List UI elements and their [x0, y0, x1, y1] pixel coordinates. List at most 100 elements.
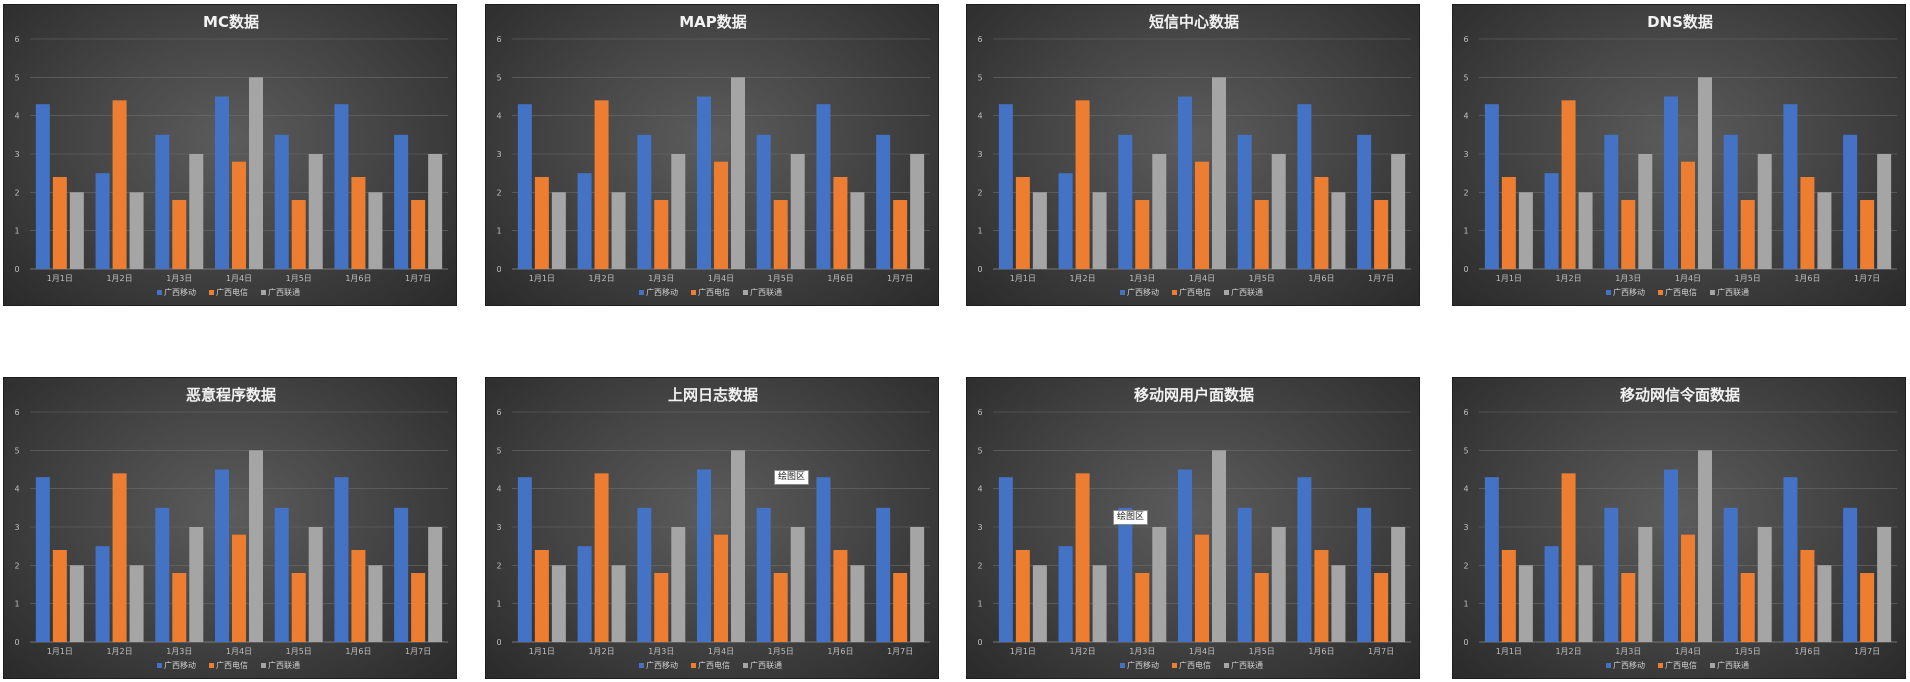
- bar: [249, 450, 263, 642]
- bar: [428, 527, 443, 642]
- bar: [129, 192, 144, 269]
- x-tick-label: 1月7日: [1368, 647, 1394, 656]
- bar: [731, 450, 745, 642]
- x-tick-label: 1月5日: [286, 647, 312, 656]
- y-tick-label: 2: [977, 188, 982, 197]
- bar-chart[interactable]: 短信中心数据 0 1 2 3 4 5 6 1月1日 1月2日 1月3日 1月4日 1月5日 1月6日 1月7…: [966, 4, 1420, 306]
- bar: [1518, 192, 1533, 269]
- bar: [1178, 469, 1192, 642]
- chart-title: MC数据: [203, 13, 259, 31]
- chart-title: 移动网信令面数据: [1620, 386, 1740, 404]
- bar: [232, 161, 246, 269]
- bar: [1501, 177, 1516, 269]
- bar: [1664, 96, 1678, 269]
- x-tick-label: 1月1日: [1496, 647, 1522, 656]
- bar: [1297, 477, 1312, 642]
- legend-label: 广西移动: [1613, 660, 1645, 670]
- legend-label: 广西联通: [750, 660, 782, 670]
- bar: [172, 200, 187, 269]
- bar: [334, 104, 349, 270]
- y-tick-label: 2: [1463, 561, 1468, 570]
- y-tick-label: 2: [496, 188, 501, 197]
- legend-label: 广西联通: [1231, 660, 1263, 670]
- y-tick-label: 2: [977, 561, 982, 570]
- bar: [1638, 154, 1653, 269]
- bar: [35, 104, 50, 270]
- y-tick-label: 6: [977, 408, 982, 417]
- bar: [577, 173, 592, 269]
- bar: [1314, 550, 1329, 642]
- chart-title: 移动网用户面数据: [1134, 386, 1254, 404]
- bar-chart[interactable]: 恶意程序数据 0 1 2 3 4 5 6 1月1日 1月2日 1月3日 1月4日 1月5日 1月6日 1月7…: [3, 377, 457, 679]
- bar: [1800, 177, 1815, 269]
- bar: [1578, 565, 1593, 642]
- bar: [1817, 192, 1832, 269]
- bar: [1604, 507, 1619, 642]
- bar: [1092, 565, 1107, 642]
- y-tick-label: 3: [1463, 150, 1468, 159]
- bar: [1698, 450, 1712, 642]
- plot-area-tooltip: 绘图区: [774, 470, 810, 485]
- bar: [850, 192, 865, 269]
- bar: [112, 473, 127, 642]
- bar: [411, 573, 426, 642]
- bar: [1843, 134, 1858, 269]
- bar-chart[interactable]: MAP数据 0 1 2 3 4 5 6 1月1日 1月2日 1月3日 1月4日 1月5日 1月6日 1月7日…: [485, 4, 939, 306]
- legend-label: 广西电信: [1665, 287, 1697, 297]
- bar: [334, 477, 349, 642]
- legend-label: 广西移动: [1127, 287, 1159, 297]
- y-tick-label: 3: [496, 523, 501, 532]
- bar: [69, 192, 84, 269]
- y-tick-label: 6: [496, 408, 501, 417]
- x-tick-label: 1月2日: [106, 647, 132, 656]
- x-tick-label: 1月4日: [1675, 274, 1701, 283]
- legend-label: 广西联通: [268, 287, 300, 297]
- bar-chart[interactable]: 移动网用户面数据 0 1 2 3 4 5 6 1月1日 1月2日 1月3日 1月4日 1月5日 1月6日 1…: [966, 377, 1420, 679]
- legend-swatch: [1658, 663, 1663, 668]
- bar-chart[interactable]: 上网日志数据 0 1 2 3 4 5 6 1月1日 1月2日 1月3日 1月4日 1月5日 1月6日 1月7…: [485, 377, 939, 679]
- chart-svg: DNS数据 0 1 2 3 4 5 6 1月1日 1月2日 1月3日 1月4日 1月5日 1月6日 1月7日…: [1463, 13, 1897, 297]
- x-tick-label: 1月5日: [768, 274, 794, 283]
- x-tick-label: 1月7日: [405, 647, 431, 656]
- bar-chart[interactable]: 移动网信令面数据 0 1 2 3 4 5 6 1月1日 1月2日 1月3日 1月4日 1月5日 1月6日 1…: [1452, 377, 1906, 679]
- legend-label: 广西电信: [216, 287, 248, 297]
- bar: [351, 550, 366, 642]
- bar: [1860, 573, 1875, 642]
- bar: [1357, 134, 1372, 269]
- bar: [215, 96, 229, 269]
- bar: [1723, 507, 1738, 642]
- bar: [534, 177, 549, 269]
- bar: [714, 534, 728, 642]
- bar: [1860, 200, 1875, 269]
- y-tick-label: 5: [496, 446, 501, 455]
- bar: [671, 154, 686, 269]
- x-tick-label: 1月6日: [1794, 647, 1820, 656]
- bar: [833, 550, 848, 642]
- y-tick-label: 3: [14, 523, 19, 532]
- legend-label: 广西移动: [164, 660, 196, 670]
- legend-label: 广西联通: [1717, 287, 1749, 297]
- x-tick-label: 1月3日: [648, 274, 674, 283]
- x-tick-label: 1月1日: [1010, 647, 1036, 656]
- x-tick-label: 1月2日: [1555, 274, 1581, 283]
- bar: [1783, 477, 1798, 642]
- x-tick-label: 1月7日: [1854, 274, 1880, 283]
- bar-chart[interactable]: MC数据 0 1 2 3 4 5 6 1月1日 1月2日 1月3日 1月4日 1月5日 1月6日 1月7日广…: [3, 4, 457, 306]
- bar: [1484, 477, 1499, 642]
- y-tick-label: 0: [14, 265, 19, 274]
- legend-swatch: [1710, 663, 1715, 668]
- x-tick-label: 1月6日: [345, 274, 371, 283]
- x-tick-label: 1月7日: [1854, 647, 1880, 656]
- legend-label: 广西电信: [1179, 287, 1211, 297]
- bar: [1254, 200, 1269, 269]
- bar: [1212, 77, 1226, 269]
- bar: [274, 134, 289, 269]
- bar-chart[interactable]: DNS数据 0 1 2 3 4 5 6 1月1日 1月2日 1月3日 1月4日 1月5日 1月6日 1月7日…: [1452, 4, 1906, 306]
- y-tick-label: 2: [1463, 188, 1468, 197]
- y-tick-label: 4: [496, 112, 501, 121]
- bar: [1561, 100, 1576, 269]
- bar: [1271, 527, 1286, 642]
- x-tick-label: 1月1日: [529, 274, 555, 283]
- chart-title: DNS数据: [1647, 13, 1713, 31]
- x-tick-label: 1月6日: [827, 647, 853, 656]
